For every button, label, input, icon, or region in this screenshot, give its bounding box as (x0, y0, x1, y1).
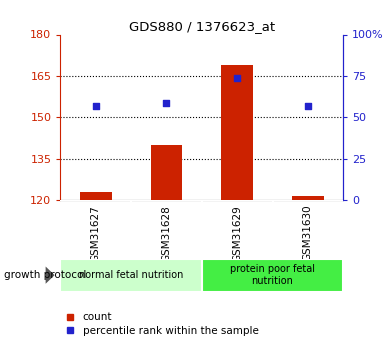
Point (163, 100, 170, 106)
Point (305, 103, 311, 108)
Bar (151, 145, 183, 200)
Bar (221, 65, 253, 200)
Text: GSM31629: GSM31629 (232, 205, 242, 262)
Text: GSM31627: GSM31627 (91, 205, 101, 262)
Polygon shape (46, 266, 55, 284)
Point (234, 75, 240, 80)
Text: growth protocol: growth protocol (4, 270, 86, 280)
Point (93, 103, 99, 108)
Text: GSM31630: GSM31630 (303, 205, 313, 262)
Bar (80, 192, 112, 200)
Bar (292, 196, 324, 200)
Text: protein poor fetal
nutrition: protein poor fetal nutrition (230, 264, 315, 286)
Bar (60, 259, 202, 292)
Text: GSM31628: GSM31628 (161, 205, 172, 262)
Legend: count, percentile rank within the sample: count, percentile rank within the sample (62, 308, 262, 340)
Bar (202, 259, 343, 292)
Title: GDS880 / 1376623_at: GDS880 / 1376623_at (129, 20, 275, 33)
Text: normal fetal nutrition: normal fetal nutrition (79, 270, 183, 280)
